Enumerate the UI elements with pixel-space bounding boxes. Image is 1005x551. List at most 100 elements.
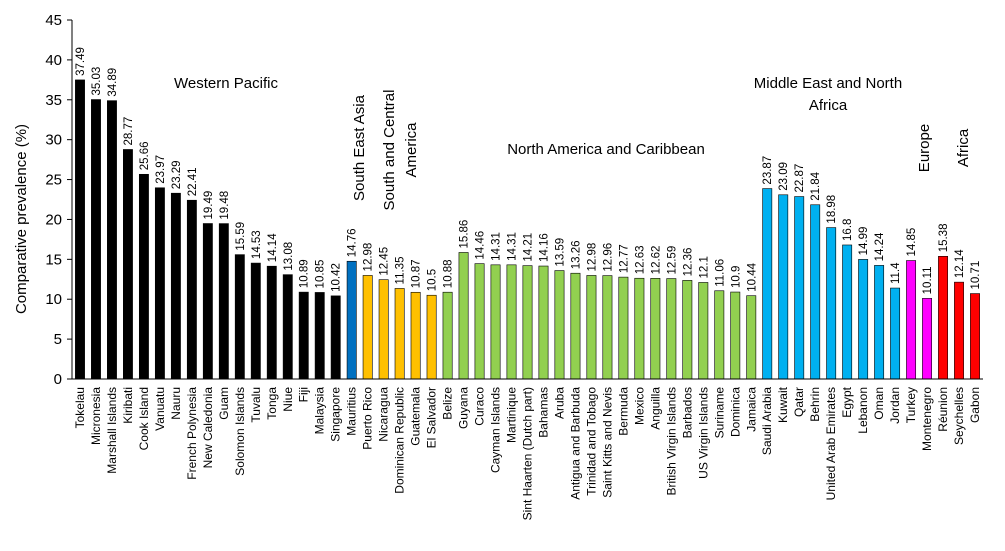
bar [250, 262, 261, 380]
category-label: Puerto Rico [361, 387, 375, 450]
category-label: Sint Haarten (Dutch part) [521, 387, 535, 520]
category-label: Nauru [169, 387, 183, 420]
bar-value-label: 13.08 [283, 242, 295, 271]
category-label: Mexico [632, 387, 646, 425]
bar [234, 254, 245, 380]
category-label: Bahamas [536, 387, 550, 438]
category-label: Antigua and Barbuda [568, 387, 582, 500]
bar-value-label: 19.48 [219, 191, 231, 220]
category-label: Montenegro [920, 387, 934, 451]
bar-value-label: 19.49 [203, 191, 215, 220]
value-labels: 37.49 35.03 34.89 28.77 25.66 23.97 23.29 22.41… [75, 47, 982, 294]
bar [938, 256, 948, 380]
bar-value-label: 12.59 [666, 246, 678, 275]
category-label: Guatemala [409, 387, 423, 446]
region-label: America [403, 122, 420, 178]
bar-value-label: 15.59 [235, 222, 247, 251]
bar-value-label: 23.87 [762, 156, 774, 185]
bar [522, 265, 533, 380]
bar [458, 252, 469, 380]
category-label: Singapore [329, 387, 343, 442]
bar-value-label: 12.98 [586, 243, 598, 272]
category-label: Oman [872, 387, 886, 420]
bar [346, 260, 357, 380]
bar-value-label: 14.85 [906, 228, 918, 257]
category-label: Fiji [297, 387, 311, 402]
bar [506, 264, 517, 380]
bar [138, 173, 149, 380]
bar [330, 295, 341, 380]
category-label: United Arab Emirates [824, 387, 838, 500]
bar-value-label: 23.97 [155, 155, 167, 184]
category-label: Saint Kitts and Nevis [600, 387, 614, 498]
bar [746, 295, 757, 380]
category-label: Kuwait [776, 386, 790, 423]
bar-value-label: 14.16 [538, 233, 550, 262]
bar [442, 291, 453, 380]
bar-value-label: 15.86 [459, 220, 471, 249]
region-label: South and Central [381, 90, 398, 211]
bar-value-label: 12.63 [634, 245, 646, 274]
y-tick-label: 5 [54, 331, 62, 348]
bar [810, 204, 821, 380]
bar [586, 275, 597, 380]
bar-value-label: 18.98 [826, 195, 838, 224]
y-tick-label: 15 [45, 251, 62, 268]
category-label: Guyana [457, 387, 471, 429]
bar [570, 272, 581, 380]
category-label: Aruba [552, 387, 566, 419]
y-axis: 0 5 10 15 20 25 30 35 40 45 [45, 12, 73, 388]
bar-value-label: 14.46 [475, 231, 487, 260]
bar [394, 288, 405, 380]
category-label: Mauritius [345, 387, 359, 436]
bar-value-label: 13.26 [570, 240, 582, 269]
bar-value-label: 10.44 [746, 262, 758, 291]
bar-value-label: 10.85 [315, 260, 327, 289]
bar [154, 187, 165, 380]
bar [682, 280, 693, 380]
bar [410, 291, 421, 380]
category-labels: Tokelau Micronesia Marshall Islands Kiribat… [73, 386, 982, 520]
bar [538, 265, 549, 380]
bar-value-label: 10.88 [443, 259, 455, 288]
bar [554, 270, 565, 380]
y-tick-label: 20 [45, 211, 62, 228]
category-label: Bermuda [616, 387, 630, 436]
bar-value-label: 10.5 [427, 269, 439, 291]
category-label: US Virgin Islands [696, 387, 710, 479]
bar [123, 149, 133, 380]
bar-value-label: 14.76 [347, 228, 359, 257]
bar [618, 276, 629, 380]
y-tick-label: 10 [45, 291, 62, 308]
bar [970, 293, 980, 380]
category-label: New Caledonia [201, 387, 215, 469]
bar-value-label: 10.89 [299, 259, 311, 288]
y-axis-label: Comparative prevalence (%) [13, 124, 30, 314]
y-tick-label: 0 [54, 371, 62, 388]
category-label: Cayman Islands [489, 387, 503, 473]
category-label: Dominica [728, 387, 742, 437]
bar-value-label: 25.66 [139, 142, 151, 171]
bar [762, 188, 773, 380]
bar [650, 278, 661, 380]
bar [602, 275, 613, 380]
region-label: Africa [955, 128, 972, 167]
region-label: Europe [916, 124, 933, 172]
category-label: British Virgin Islands [664, 387, 678, 496]
bar [714, 290, 725, 380]
category-label: Cook Island [137, 387, 151, 450]
bar-value-label: 22.87 [794, 164, 806, 193]
region-labels: Western Pacific South East Asia South and … [174, 75, 972, 210]
bar [634, 277, 645, 380]
category-label: Solomon Islands [233, 387, 247, 476]
category-label: Turkey [904, 387, 918, 423]
bar-value-label: 15.38 [938, 224, 950, 253]
bar [778, 194, 789, 380]
bar-value-label: 12.98 [363, 243, 375, 272]
bar-value-label: 14.14 [267, 233, 279, 262]
bar [75, 79, 85, 380]
bar [186, 199, 197, 380]
category-label: Dominican Republic [393, 387, 407, 494]
category-label: Réunion [936, 387, 950, 432]
